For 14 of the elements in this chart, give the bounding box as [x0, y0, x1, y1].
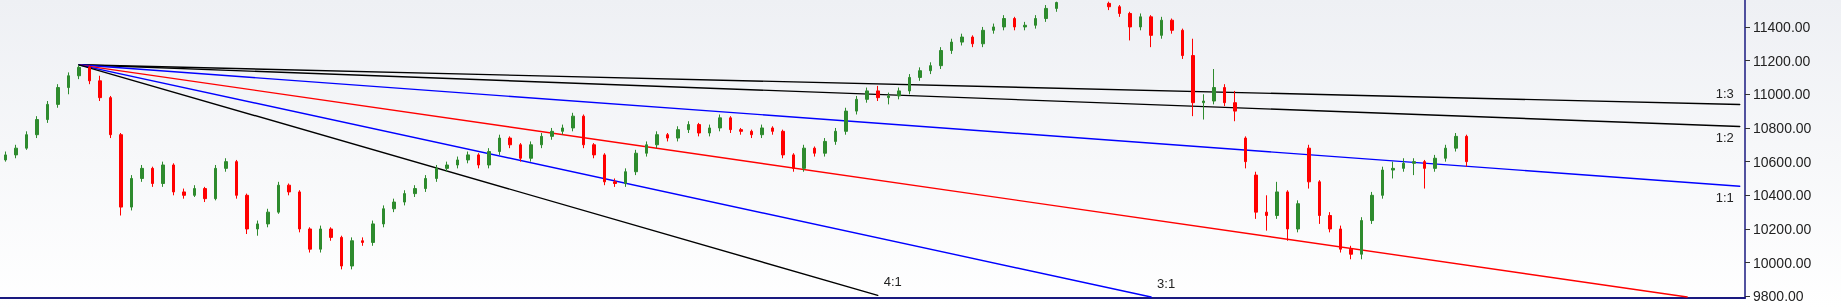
y-tick-label: 10000.00	[1753, 254, 1812, 271]
y-tick-label: 10200.00	[1753, 220, 1812, 237]
series-label: 3:1	[1157, 275, 1176, 291]
y-tick-label: 10600.00	[1753, 153, 1812, 170]
series-label: 1:2	[1715, 130, 1734, 146]
y-tick-label: 11400.00	[1753, 18, 1811, 35]
y-tick-label: 10400.00	[1753, 187, 1812, 204]
series-label: 1:1	[1715, 190, 1734, 206]
y-tick-label: 11200.00	[1753, 52, 1811, 69]
y-tick-label: 10800.00	[1753, 119, 1812, 136]
series-label: 4:1	[883, 274, 902, 290]
y-tick-label: 9800.00	[1753, 288, 1804, 305]
series-label: 1:3	[1715, 85, 1734, 101]
y-tick-label: 11000.00	[1753, 86, 1811, 103]
